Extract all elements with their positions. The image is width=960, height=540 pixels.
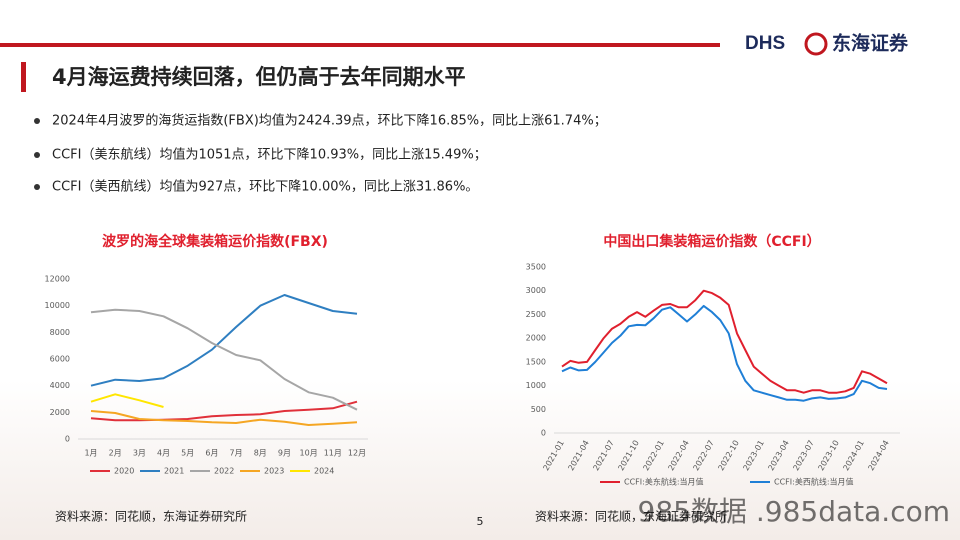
x-tick-label: 9月 xyxy=(278,449,291,458)
legend-label: 2021 xyxy=(164,467,184,476)
watermark: 985数据 .985data.com xyxy=(638,495,950,528)
y-tick-label: 2000 xyxy=(50,408,70,417)
logo-icon xyxy=(804,32,828,56)
x-tick-label: 5月 xyxy=(181,449,194,458)
y-tick-label: 500 xyxy=(531,405,546,414)
y-tick-label: 0 xyxy=(65,435,70,444)
source: 资料来源：同花顺，东海证券研究所 xyxy=(55,509,247,524)
x-tick-label: 7月 xyxy=(230,449,243,458)
y-tick-label: 2500 xyxy=(526,310,546,319)
y-tick-label: 6000 xyxy=(50,355,70,364)
legend-label: 2020 xyxy=(114,467,134,476)
legend-label: 2023 xyxy=(264,467,284,476)
y-tick-label: 3500 xyxy=(526,263,546,272)
series-line xyxy=(90,308,358,411)
y-tick-label: 3000 xyxy=(526,286,546,295)
bullet-dot xyxy=(34,118,40,124)
series-line xyxy=(90,294,358,387)
title-bar xyxy=(21,62,26,92)
bullet: CCFI（美西航线）均值为927点，环比下降10.00%，同比上涨31.86%。 xyxy=(52,179,478,195)
y-tick-label: 1000 xyxy=(526,381,546,390)
x-tick-label: 2月 xyxy=(109,449,122,458)
x-tick-label: 1月 xyxy=(84,449,97,458)
chart-title: 中国出口集装箱运价指数（CCFI） xyxy=(603,233,820,250)
x-tick-label: 3月 xyxy=(133,449,146,458)
legend-label: CCFI:美西航线:当月值 xyxy=(774,477,854,487)
y-tick-label: 1500 xyxy=(526,357,546,366)
chart-title: 波罗的海全球集装箱运价指数(FBX) xyxy=(102,233,328,250)
legend-label: CCFI:美东航线:当月值 xyxy=(624,477,704,487)
company: 东海证券 xyxy=(832,32,909,55)
legend-label: 2022 xyxy=(214,467,234,476)
bullet-dot xyxy=(34,184,40,190)
y-tick-label: 8000 xyxy=(50,328,70,337)
y-tick-label: 4000 xyxy=(50,381,70,390)
series-line xyxy=(90,393,164,408)
logo: DHS xyxy=(745,33,785,54)
bullet: CCFI（美东航线）均值为1051点，环比下降10.93%，同比上涨15.49%… xyxy=(52,147,487,163)
x-tick-label: 4月 xyxy=(157,449,170,458)
slide-title: 4月海运费持续回落，但仍高于去年同期水平 xyxy=(52,65,466,89)
x-tick-label: 10月 xyxy=(300,449,318,458)
x-tick-label: 8月 xyxy=(254,449,267,458)
x-tick-label: 11月 xyxy=(324,449,342,458)
bullet-dot xyxy=(34,152,40,158)
series-line xyxy=(90,400,358,422)
series-line xyxy=(561,289,888,394)
page-number: 5 xyxy=(477,515,484,528)
header-rule xyxy=(0,43,720,47)
source: 资料来源：同花顺，东海证券研究所 xyxy=(535,509,727,524)
y-tick-label: 10000 xyxy=(45,301,70,310)
legend-label: 2024 xyxy=(314,467,334,476)
x-tick-label: 12月 xyxy=(348,449,366,458)
y-tick-label: 12000 xyxy=(45,275,70,284)
bullet: 2024年4月波罗的海货运指数(FBX)均值为2424.39点，环比下降16.8… xyxy=(52,113,607,129)
y-tick-label: 2000 xyxy=(526,334,546,343)
y-tick-label: 0 xyxy=(541,429,546,438)
series-line xyxy=(90,410,358,426)
x-tick-label: 6月 xyxy=(205,449,218,458)
series-line xyxy=(561,304,888,402)
